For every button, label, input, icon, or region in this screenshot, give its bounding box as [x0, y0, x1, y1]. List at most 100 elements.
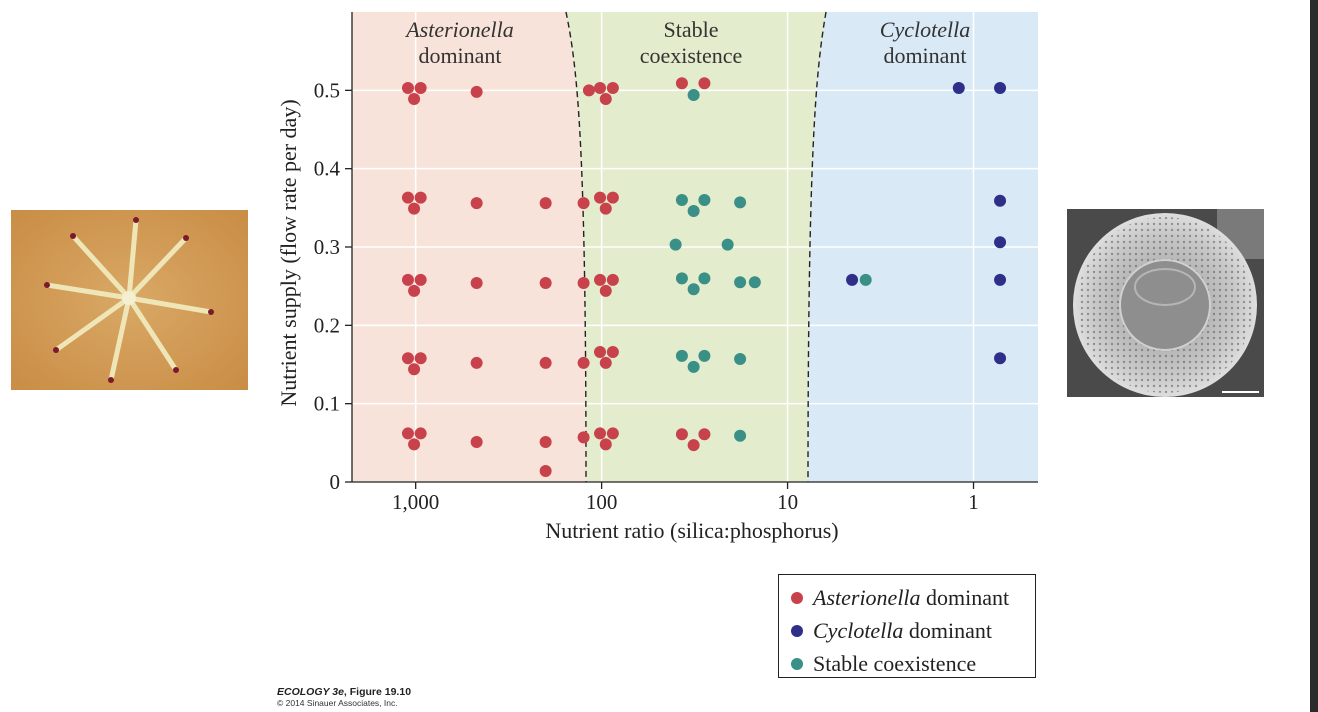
data-point — [748, 276, 761, 289]
legend-marker — [791, 657, 803, 670]
data-point — [994, 352, 1007, 365]
data-point — [408, 202, 421, 215]
data-point — [594, 345, 607, 358]
data-point — [675, 194, 688, 206]
data-point — [606, 273, 619, 286]
data-point — [994, 273, 1007, 286]
asterionella-photo — [11, 210, 248, 390]
data-point — [734, 353, 747, 366]
region-label-coexistence: Stable — [664, 17, 719, 42]
data-point — [599, 202, 612, 215]
data-point — [669, 238, 682, 251]
data-point — [539, 356, 552, 369]
x-tick-label: 10 — [777, 490, 798, 514]
data-point — [539, 465, 552, 478]
data-point — [994, 194, 1007, 207]
credit-title: ECOLOGY 3e, Figure 19.10 — [277, 686, 412, 698]
legend-label: dominant — [926, 584, 1010, 610]
region-label-cyclotella-line2: dominant — [883, 43, 966, 68]
data-point — [594, 81, 607, 94]
legend-item-asterionella: Asterionella dominant — [791, 581, 1035, 614]
data-point — [675, 272, 688, 285]
data-point — [539, 277, 552, 290]
data-point — [994, 236, 1007, 249]
data-point — [687, 439, 700, 452]
data-point — [675, 77, 688, 90]
legend-item-cyclotella: Cyclotella dominant — [791, 614, 1035, 647]
x-tick-label: 1,000 — [392, 490, 439, 514]
y-tick-label: 0 — [330, 470, 341, 494]
y-tick-label: 0.5 — [314, 78, 340, 102]
y-tick-label: 0.4 — [314, 157, 341, 181]
data-point — [734, 429, 747, 442]
data-point — [414, 191, 427, 204]
data-point — [408, 363, 421, 376]
data-point — [414, 81, 427, 94]
data-point — [414, 273, 427, 286]
figure-credit: ECOLOGY 3e, Figure 19.10 © 2014 Sinauer … — [277, 686, 411, 708]
data-point — [577, 197, 590, 210]
data-point — [606, 427, 619, 440]
cyclotella-photo — [1067, 209, 1264, 397]
data-point — [408, 284, 421, 297]
data-point — [577, 277, 590, 290]
data-point — [606, 191, 619, 204]
data-point — [408, 438, 421, 451]
data-point — [994, 81, 1007, 94]
data-point — [401, 273, 414, 286]
data-point — [721, 238, 734, 251]
boundary-line — [565, 11, 587, 483]
data-point — [698, 77, 711, 90]
data-point — [734, 276, 747, 289]
data-point — [414, 352, 427, 365]
data-point — [401, 81, 414, 94]
legend-marker — [791, 624, 803, 637]
data-point — [470, 277, 483, 290]
data-point — [698, 272, 711, 285]
data-point — [414, 427, 427, 440]
data-point — [599, 438, 612, 451]
data-point — [408, 92, 421, 105]
data-point — [539, 197, 552, 210]
y-tick-label: 0.3 — [314, 235, 340, 259]
y-axis-label: Nutrient supply (flow rate per day) — [276, 99, 301, 406]
legend-label-italic: Asterionella — [813, 584, 921, 610]
data-point — [470, 356, 483, 369]
data-point — [539, 436, 552, 449]
x-tick-label: 1 — [968, 490, 979, 514]
legend-label: dominant — [908, 617, 993, 643]
data-point — [401, 427, 414, 440]
legend-label-italic: Cyclotella — [813, 617, 904, 643]
boundary-line — [807, 11, 827, 483]
data-point — [401, 191, 414, 204]
data-point — [687, 283, 700, 296]
region-label-asterionella: Asterionella — [404, 17, 514, 42]
legend-label: Stable coexistence — [813, 650, 977, 676]
data-point — [675, 349, 688, 362]
x-tick-label: 100 — [586, 490, 618, 514]
region-label-cyclotella: Cyclotella — [880, 17, 970, 42]
legend-item-coexistence: Stable coexistence — [791, 647, 1035, 680]
data-point — [470, 197, 483, 210]
y-tick-label: 0.2 — [314, 313, 340, 337]
data-point — [577, 356, 590, 369]
x-axis-label: Nutrient ratio (silica:phosphorus) — [545, 518, 838, 543]
data-point — [594, 273, 607, 286]
region-label-coexistence-line2: coexistence — [640, 43, 743, 68]
data-point — [952, 81, 965, 94]
region-label-asterionella-line2: dominant — [418, 43, 501, 68]
y-tick-label: 0.1 — [314, 392, 340, 416]
data-point — [582, 84, 595, 97]
data-point — [577, 431, 590, 444]
data-point — [470, 85, 483, 98]
data-point — [594, 191, 607, 204]
data-point — [401, 352, 414, 365]
data-point — [734, 196, 747, 209]
legend-marker — [791, 591, 803, 604]
data-point — [698, 194, 711, 206]
data-point — [599, 284, 612, 297]
data-point — [687, 204, 700, 217]
data-point — [606, 81, 619, 94]
data-point — [846, 273, 859, 286]
